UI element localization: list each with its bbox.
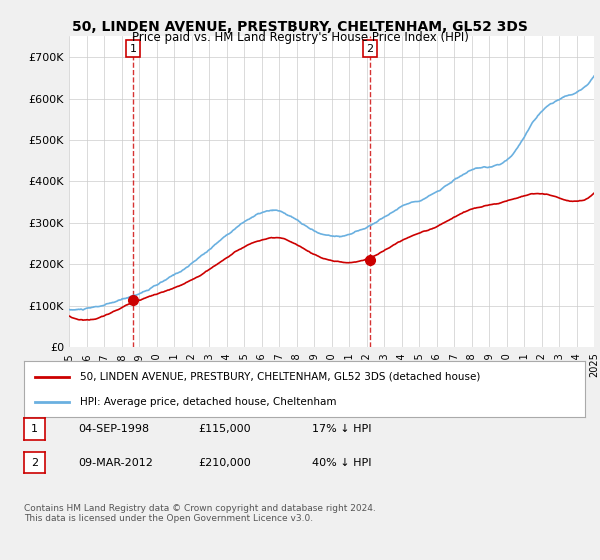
Text: 2: 2	[366, 44, 373, 54]
Text: HPI: Average price, detached house, Cheltenham: HPI: Average price, detached house, Chel…	[80, 396, 337, 407]
Text: 40% ↓ HPI: 40% ↓ HPI	[312, 458, 371, 468]
Text: 09-MAR-2012: 09-MAR-2012	[78, 458, 153, 468]
Text: 17% ↓ HPI: 17% ↓ HPI	[312, 424, 371, 434]
Text: 50, LINDEN AVENUE, PRESTBURY, CHELTENHAM, GL52 3DS: 50, LINDEN AVENUE, PRESTBURY, CHELTENHAM…	[72, 20, 528, 34]
Text: 50, LINDEN AVENUE, PRESTBURY, CHELTENHAM, GL52 3DS (detached house): 50, LINDEN AVENUE, PRESTBURY, CHELTENHAM…	[80, 372, 481, 382]
Text: 04-SEP-1998: 04-SEP-1998	[78, 424, 149, 434]
Text: 1: 1	[130, 44, 137, 54]
Text: 1: 1	[31, 424, 38, 434]
Text: 2: 2	[31, 458, 38, 468]
Text: Contains HM Land Registry data © Crown copyright and database right 2024.
This d: Contains HM Land Registry data © Crown c…	[24, 504, 376, 524]
Text: £115,000: £115,000	[198, 424, 251, 434]
Text: £210,000: £210,000	[198, 458, 251, 468]
Text: Price paid vs. HM Land Registry's House Price Index (HPI): Price paid vs. HM Land Registry's House …	[131, 31, 469, 44]
